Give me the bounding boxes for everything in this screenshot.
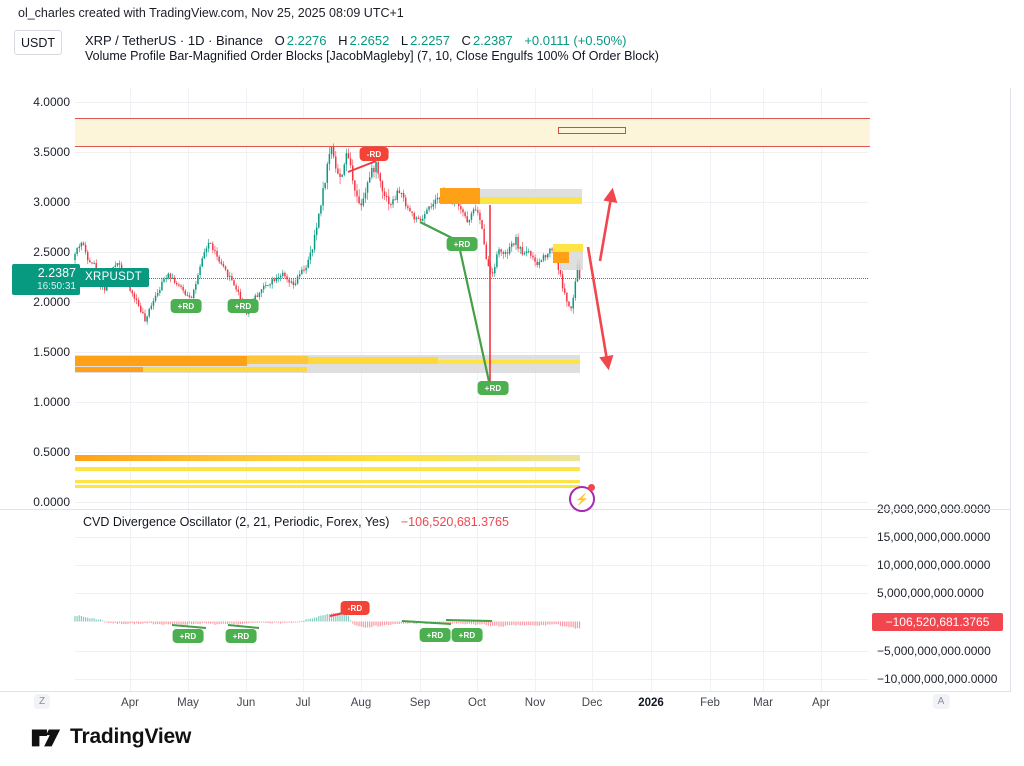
time-axis-label: 2026	[638, 697, 664, 709]
notification-dot	[588, 484, 595, 491]
time-axis-label: Apr	[121, 697, 139, 709]
time-axis-label: Jun	[236, 697, 256, 709]
price-tick-label: 0.5000	[33, 445, 70, 459]
tradingview-logo-text: TradingView	[70, 725, 192, 748]
divergence-label-plus-rd: +RD	[477, 381, 509, 395]
boost-flash-icon[interactable]: ⚡	[569, 486, 595, 512]
time-axis-label: Sep	[409, 697, 431, 709]
tradingview-logo-icon	[31, 729, 61, 747]
divergence-label-plus-rd: +RD	[170, 299, 202, 313]
last-price-dotted-line	[142, 278, 868, 279]
divergence-label-minus-rd: -RD	[340, 601, 370, 615]
osc-tick-label: 10,000,000,000.0000	[877, 558, 991, 572]
price-tick-label: 3.5000	[33, 145, 70, 159]
time-axis-label: Dec	[581, 697, 603, 709]
range-marker-left: Z	[33, 694, 51, 709]
divergence-label-plus-rd: +RD	[225, 629, 257, 643]
bar-countdown: 16:50:31	[37, 281, 76, 292]
scale-column-border	[1010, 88, 1011, 692]
price-tick-label: 3.0000	[33, 195, 70, 209]
divergence-label-minus-rd: -RD	[359, 147, 389, 161]
divergence-label-plus-rd: +RD	[451, 628, 483, 642]
time-axis-label: Mar	[753, 697, 773, 709]
tradingview-logo[interactable]: TradingView	[30, 723, 191, 751]
price-tick-label: 2.0000	[33, 295, 70, 309]
price-tick-label: 0.0000	[33, 495, 70, 509]
osc-tick-label: 5,000,000,000.0000	[877, 586, 984, 600]
orderblock-2.5-orange	[553, 252, 569, 263]
oscillator-legend[interactable]: CVD Divergence Oscillator (2, 21, Period…	[83, 515, 509, 529]
time-axis-label: Nov	[524, 697, 546, 709]
time-axis-label: Aug	[350, 697, 372, 709]
price-tick-label: 1.5000	[33, 345, 70, 359]
time-axis-border	[0, 691, 1010, 692]
divergence-label-plus-rd: +RD	[419, 628, 451, 642]
price-tick-label: 1.0000	[33, 395, 70, 409]
oscillator-value: −106,520,681.3765	[400, 515, 509, 529]
divergence-label-plus-rd: +RD	[446, 237, 478, 251]
range-marker-right: A	[932, 694, 950, 709]
oscillator-value-label: −106,520,681.3765	[872, 613, 1003, 631]
price-tick-label: 4.0000	[33, 95, 70, 109]
oscillator-title[interactable]: CVD Divergence Oscillator (2, 21, Period…	[83, 515, 390, 529]
time-axis-label: May	[177, 697, 199, 709]
last-price-value: 2.2387	[37, 266, 76, 280]
orderblock-2.5-yellow	[553, 244, 583, 252]
osc-tick-label: −5,000,000,000.0000	[877, 644, 991, 658]
price-tick-label: 2.5000	[33, 245, 70, 259]
orderblock-3.0-yellow	[450, 196, 582, 204]
symbol-price-badge: XRPUSDT	[78, 268, 150, 287]
last-price-label: 2.2387 16:50:31	[12, 264, 80, 295]
divergence-label-plus-rd: +RD	[172, 629, 204, 643]
orderblock-3.0-orange	[440, 188, 480, 204]
osc-tick-label: −10,000,000,000.0000	[877, 672, 998, 686]
orderblock-3.0-gray	[455, 189, 582, 198]
time-axis-label: Jul	[295, 697, 311, 709]
divergence-label-plus-rd: +RD	[227, 299, 259, 313]
time-axis-label: Feb	[700, 697, 720, 709]
osc-tick-label: 15,000,000,000.0000	[877, 530, 991, 544]
time-axis-label: Apr	[812, 697, 830, 709]
pane-separator[interactable]	[0, 509, 1010, 510]
time-axis-label: Oct	[468, 697, 486, 709]
